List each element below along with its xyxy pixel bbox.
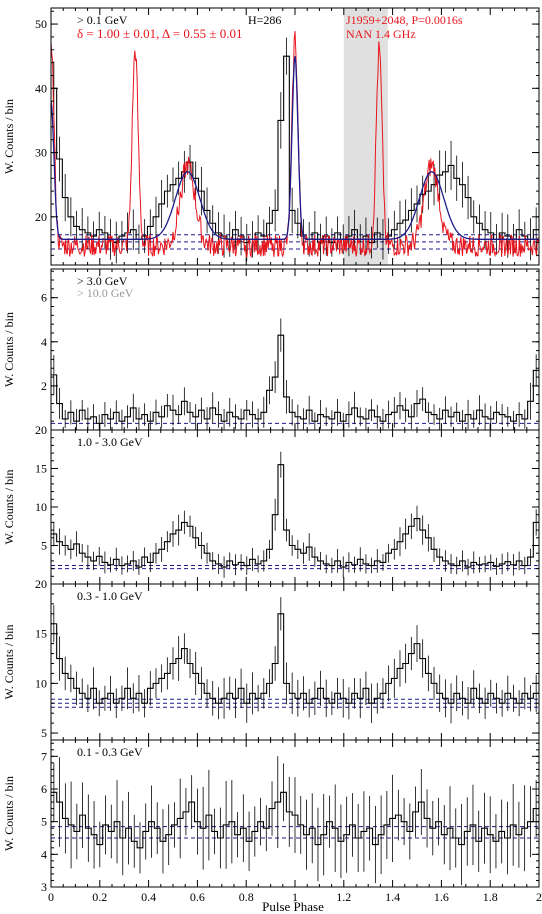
plot-area	[51, 318, 539, 430]
gamma-histogram	[51, 613, 539, 704]
x-tick-label: 2	[536, 890, 542, 904]
panel-4: 5 10 15 20 W. Counts / bin 0.3 - 1.0 GeV	[2, 577, 540, 741]
y-axis-label: W. Counts / bin	[2, 99, 16, 174]
y-tick-label: 20	[35, 210, 47, 224]
x-tick-label: 1.6	[434, 890, 449, 904]
energy-range-label: 0.3 - 1.0 GeV	[77, 589, 143, 603]
error-bars	[53, 756, 537, 886]
pulsar-label: J1959+2048, P=0.0016s	[346, 13, 463, 27]
y-tick-label: 7	[41, 749, 47, 763]
y-axis-label: W. Counts / bin	[2, 470, 16, 545]
x-tick-label: 1.4	[385, 890, 400, 904]
y-tick-label: 10	[35, 500, 47, 514]
y-tick-label: 6	[41, 291, 47, 305]
y-tick-label: 10	[35, 676, 47, 690]
fit-parameters-label: δ = 1.00 ± 0.01, Δ = 0.55 ± 0.01	[77, 26, 242, 41]
gamma-histogram	[51, 334, 539, 424]
plot-frame	[50, 583, 540, 741]
y-axis: 3 4 5 6 7	[41, 742, 539, 894]
y-tick-label: 15	[35, 627, 47, 641]
y-tick-label: 50	[35, 17, 47, 31]
y-tick-label: 20	[35, 577, 47, 591]
y-tick-label: 20	[35, 423, 47, 437]
panel-1: 20 30 40 50 W. Counts / bin > 0.1 GeV H=286 δ =…	[2, 7, 540, 266]
y-axis: 20 30 40 50	[35, 10, 539, 256]
h-test-label: H=286	[248, 13, 281, 27]
energy-range-label: 0.1 - 0.3 GeV	[77, 745, 143, 759]
y-tick-label: 2	[41, 379, 47, 393]
panel-5: 3 4 5 6 7 W. Counts / bin 0.1 - 0.3 GeV 0 0.2 0.4…	[2, 739, 542, 904]
y-axis: 5 10 15 20	[35, 577, 539, 740]
x-tick-label: 1.8	[483, 890, 498, 904]
panel-3: 5 10 15 20 W. Counts / bin 1.0 - 3.0 GeV	[2, 423, 540, 585]
plot-area	[51, 756, 539, 886]
plot-area	[51, 8, 539, 265]
y-tick-label: 5	[41, 726, 47, 740]
x-tick-label: 0.6	[190, 890, 205, 904]
plot-area	[51, 597, 539, 724]
x-tick-label: 0	[48, 890, 54, 904]
x-tick-label: 1.2	[336, 890, 351, 904]
y-tick-label: 4	[41, 847, 47, 861]
x-axis	[50, 584, 540, 740]
panel-2: 2 4 6 W. Counts / bin > 3.0 GeV> 10.0 GeV	[2, 268, 540, 431]
radio-band-label: NAN 1.4 GHz	[346, 27, 416, 41]
gamma-histogram	[51, 464, 539, 568]
y-tick-label: 5	[41, 539, 47, 553]
x-tick-labels: 0 0.2 0.4 0.6 0.8 1 1.2 1.4 1.6 1.8 2	[48, 890, 542, 904]
x-axis-label: Pulse Phase	[262, 899, 324, 914]
y-axis: 5 10 15 20	[35, 423, 539, 585]
x-axis	[50, 430, 540, 584]
y-tick-label: 30	[35, 146, 47, 160]
x-tick-label: 0.8	[239, 890, 254, 904]
y-tick-label: 4	[41, 335, 47, 349]
y-tick-label: 5	[41, 815, 47, 829]
plot-frame	[50, 429, 540, 585]
y-axis-label: W. Counts / bin	[2, 776, 16, 851]
energy-range-label: > 3.0 GeV	[77, 274, 128, 288]
y-tick-label: 6	[41, 782, 47, 796]
energy-range-faded-label: > 10.0 GeV	[77, 286, 134, 300]
energy-range-label: 1.0 - 3.0 GeV	[77, 435, 143, 449]
y-axis-label: W. Counts / bin	[2, 312, 16, 387]
x-tick-label: 0.2	[92, 890, 107, 904]
gamma-histogram	[51, 55, 539, 244]
x-tick-label: 1	[292, 890, 298, 904]
x-tick-label: 0.4	[141, 890, 156, 904]
x-axis	[50, 740, 540, 887]
y-tick-label: 3	[41, 880, 47, 894]
y-tick-label: 15	[35, 462, 47, 476]
plot-area	[51, 451, 539, 578]
model-fit-line	[51, 56, 539, 240]
energy-range-label: > 0.1 GeV	[77, 13, 128, 27]
error-bars	[53, 597, 537, 724]
y-axis-label: W. Counts / bin	[2, 625, 16, 700]
y-axis: 2 4 6	[41, 270, 539, 431]
y-tick-label: 40	[35, 81, 47, 95]
error-bars	[53, 37, 537, 264]
gamma-histogram	[51, 791, 539, 849]
plot-frame	[50, 7, 540, 266]
error-bars	[53, 451, 537, 578]
x-axis	[50, 8, 540, 265]
radio-profile-line	[51, 31, 539, 259]
